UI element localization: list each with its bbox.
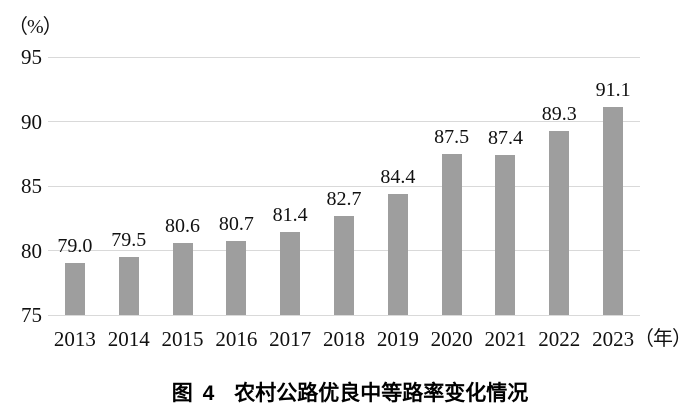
gridline	[48, 121, 640, 122]
y-tick-label: 85	[21, 174, 42, 198]
x-tick-label: 2021	[484, 327, 527, 351]
plot-area: 95 90 85 80 75 79.0 2013 79.5 2014 80.6 2015 80.7 20…	[21, 45, 692, 351]
x-tick-label: 2016	[215, 327, 258, 351]
figure-number-label: 图 4	[171, 382, 217, 405]
x-axis-unit-label: （年）	[634, 328, 692, 350]
bar-value-label: 80.7	[218, 213, 254, 236]
bar	[334, 215, 354, 315]
y-tick-label: 75	[21, 303, 42, 327]
y-tick-label: 90	[21, 109, 42, 134]
y-tick-label: 80	[21, 238, 42, 263]
x-tick-label: 2014	[107, 327, 150, 351]
bar	[172, 242, 193, 315]
x-tick-label: 2015	[161, 327, 204, 351]
bar	[495, 155, 516, 315]
gridline	[48, 185, 640, 187]
figure-title: 农村公路优良中等路率变化情况	[234, 382, 529, 405]
bar-value-label: 79.0	[57, 235, 93, 258]
x-tick-label: 2020	[430, 327, 473, 351]
x-tick-label: 2022	[538, 327, 581, 351]
bar-value-label: 87.4	[487, 127, 523, 150]
bar	[603, 107, 624, 315]
bar-value-label: 79.5	[111, 228, 147, 251]
x-tick-label: 2023	[592, 327, 635, 351]
figure-caption: 图 4 农村公路优良中等路率变化情况	[0, 377, 700, 407]
bar	[387, 193, 408, 315]
bar-value-label: 82.7	[326, 187, 362, 210]
gridline	[48, 314, 640, 316]
y-tick-label: 95	[21, 45, 42, 69]
x-tick-label: 2018	[323, 327, 365, 351]
bar	[118, 256, 139, 315]
bar-value-label: 81.4	[272, 204, 308, 227]
x-tick-label: 2017	[269, 327, 312, 351]
bar-value-label: 80.6	[165, 214, 201, 237]
bar-value-label: 87.5	[434, 125, 470, 148]
gridline	[48, 56, 640, 58]
x-tick-label: 2019	[376, 327, 419, 351]
bar	[441, 153, 462, 315]
bar	[280, 232, 301, 315]
bar	[64, 263, 85, 315]
x-tick-label: 2013	[53, 327, 96, 351]
y-axis-unit-label: （%）	[8, 16, 63, 38]
bar-value-label: 91.1	[595, 79, 631, 102]
bar	[226, 241, 247, 315]
bar-value-label: 89.3	[541, 102, 577, 125]
bar	[549, 130, 570, 315]
bar-value-label: 84.4	[380, 165, 416, 188]
